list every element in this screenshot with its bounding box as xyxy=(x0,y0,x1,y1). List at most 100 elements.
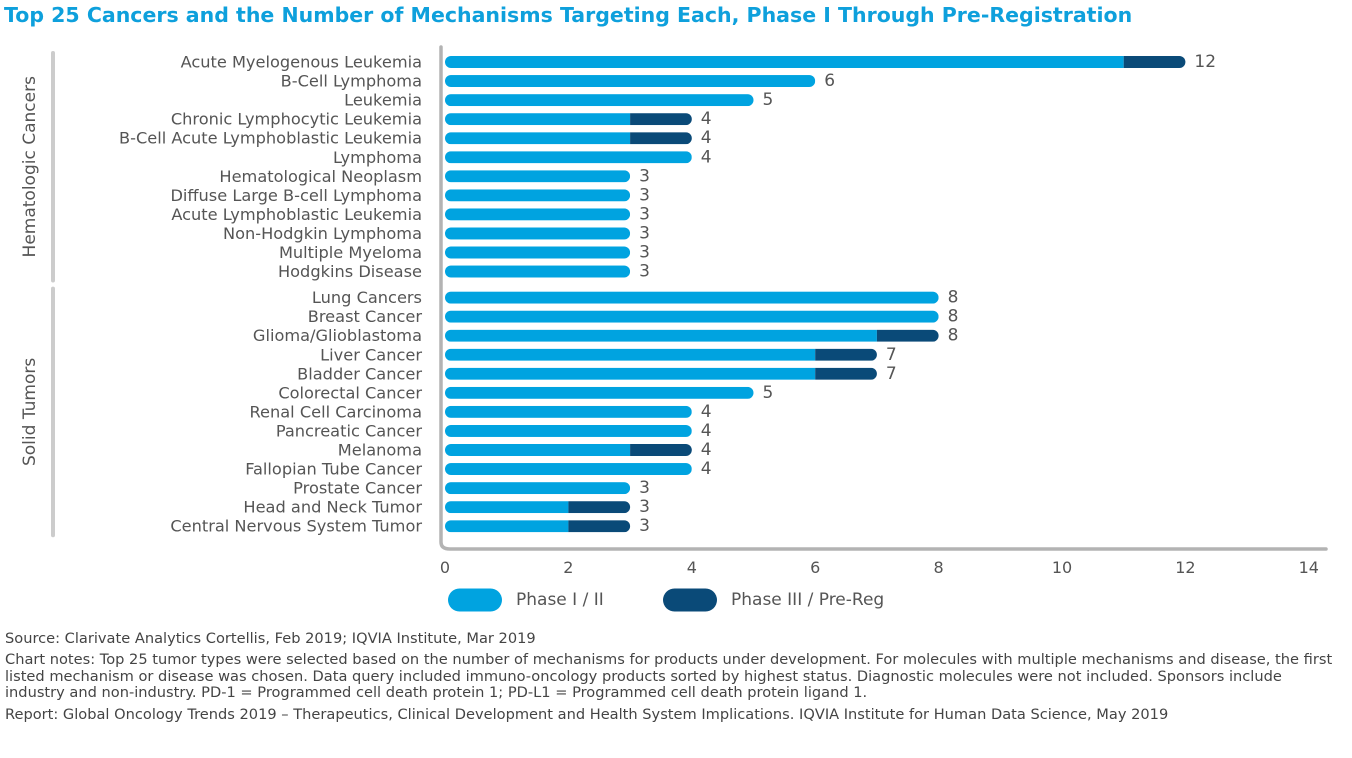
bar-phase-1-2 xyxy=(445,189,631,202)
bar-phase-1-2 xyxy=(445,482,631,495)
category-label: Acute Myelogenous Leukemia xyxy=(181,53,422,72)
value-label: 4 xyxy=(701,128,712,148)
value-label: 4 xyxy=(701,402,712,422)
chart-notes: Source: Clarivate Analytics Cortellis, F… xyxy=(5,630,1345,723)
bar-phase-1-2 xyxy=(445,208,631,221)
bar-chart: 0 2 4 6 8 10 12 14 Hematologic Cancers Solid Tumo… xyxy=(20,45,1328,612)
bar-phase-1-2 xyxy=(445,246,631,259)
legend-label: Phase III / Pre-Reg xyxy=(731,590,884,610)
x-tick-label: 6 xyxy=(810,558,820,577)
value-label: 8 xyxy=(948,326,959,346)
legend-swatch xyxy=(448,588,502,612)
category-label: Central Nervous System Tumor xyxy=(170,517,422,536)
value-label: 6 xyxy=(824,71,835,91)
value-label: 4 xyxy=(701,421,712,441)
category-label: Liver Cancer xyxy=(320,345,422,364)
legend-label: Phase I / II xyxy=(516,590,604,610)
category-label: Hematological Neoplasm xyxy=(219,167,422,186)
x-axis-line xyxy=(439,45,1328,551)
bar-phase-1-2 xyxy=(445,424,692,437)
source-note: Source: Clarivate Analytics Cortellis, F… xyxy=(5,630,536,647)
chart-title: Top 25 Cancers and the Number of Mechani… xyxy=(4,3,1133,27)
chart-notes-text: Chart notes: Top 25 tumor types were sel… xyxy=(5,651,1333,702)
bar-phase-3-prereg xyxy=(1123,56,1186,68)
category-label: Bladder Cancer xyxy=(297,364,422,383)
category-label: B-Cell Lymphoma xyxy=(281,72,422,91)
value-label: 7 xyxy=(886,345,897,365)
value-label: 3 xyxy=(639,497,650,517)
bar-phase-3-prereg xyxy=(630,132,692,145)
value-label: 7 xyxy=(886,364,897,384)
category-label: Acute Lymphoblastic Leukemia xyxy=(171,205,422,224)
value-label: 8 xyxy=(948,307,959,327)
bar-phase-3-prereg xyxy=(815,348,877,361)
bar-phase-1-2 xyxy=(445,56,1124,68)
bar-phase-3-prereg xyxy=(630,113,692,126)
category-label: Pancreatic Cancer xyxy=(276,421,423,440)
bar-phase-1-2 xyxy=(445,329,877,342)
category-label: Non-Hodgkin Lymphoma xyxy=(223,224,422,243)
bar-phase-1-2 xyxy=(445,310,939,323)
category-label: Prostate Cancer xyxy=(293,479,422,498)
category-label: Head and Neck Tumor xyxy=(243,498,422,517)
bar-phase-1-2 xyxy=(445,75,816,88)
bar-phase-1-2 xyxy=(445,291,939,304)
x-tick-label: 10 xyxy=(1052,558,1072,577)
category-label: Hodgkins Disease xyxy=(278,262,422,281)
bar-phase-1-2 xyxy=(445,170,631,183)
bar-phase-1-2 xyxy=(445,265,631,278)
bar-phase-3-prereg xyxy=(630,444,692,456)
value-label: 8 xyxy=(948,288,959,308)
bar-phase-1-2 xyxy=(445,94,754,107)
value-label: 5 xyxy=(763,90,774,110)
category-label: B-Cell Acute Lymphoblastic Leukemia xyxy=(119,129,422,148)
category-label: Lung Cancers xyxy=(312,288,422,307)
bar-phase-3-prereg xyxy=(568,501,631,514)
x-tick-label: 8 xyxy=(934,558,944,577)
category-label: Chronic Lymphocytic Leukemia xyxy=(171,110,422,129)
bar-phase-3-prereg xyxy=(568,520,631,533)
value-label: 12 xyxy=(1194,52,1216,72)
category-label: Diffuse Large B-cell Lymphoma xyxy=(170,186,422,205)
category-label: Melanoma xyxy=(338,441,422,460)
group-label: Solid Tumors xyxy=(20,358,40,466)
category-label: Leukemia xyxy=(344,91,422,110)
bar-phase-3-prereg xyxy=(815,367,877,380)
value-label: 3 xyxy=(639,204,650,224)
category-label: Lymphoma xyxy=(333,148,422,167)
bar-phase-1-2 xyxy=(445,444,631,456)
report-note: Report: Global Oncology Trends 2019 – Th… xyxy=(5,705,1169,723)
bar-phase-1-2 xyxy=(445,386,754,399)
category-label: Glioma/Glioblastoma xyxy=(253,326,422,345)
value-label: 4 xyxy=(701,109,712,129)
value-label: 3 xyxy=(639,262,650,282)
x-tick-label: 12 xyxy=(1175,558,1195,577)
group-label: Hematologic Cancers xyxy=(20,76,40,258)
bar-phase-1-2 xyxy=(445,463,692,476)
category-label: Multiple Myeloma xyxy=(279,243,422,262)
legend-swatch xyxy=(663,588,717,612)
bar-phase-1-2 xyxy=(445,113,631,126)
value-label: 3 xyxy=(639,478,650,498)
bar-phase-1-2 xyxy=(445,367,816,380)
x-tick-label: 14 xyxy=(1299,558,1319,577)
value-label: 3 xyxy=(639,223,650,243)
value-label: 3 xyxy=(639,166,650,186)
bar-phase-1-2 xyxy=(445,405,692,418)
bar-phase-3-prereg xyxy=(876,329,939,342)
bar-phase-1-2 xyxy=(445,348,816,361)
category-label: Fallopian Tube Cancer xyxy=(245,460,422,479)
bar-phase-1-2 xyxy=(445,151,692,164)
value-label: 4 xyxy=(701,147,712,167)
category-label: Colorectal Cancer xyxy=(278,383,422,402)
bar-phase-1-2 xyxy=(445,227,631,240)
value-label: 5 xyxy=(763,383,774,403)
x-tick-label: 0 xyxy=(440,558,450,577)
value-label: 3 xyxy=(639,185,650,205)
x-tick-label: 4 xyxy=(687,558,697,577)
value-label: 3 xyxy=(639,516,650,536)
category-label: Breast Cancer xyxy=(308,307,423,326)
value-label: 4 xyxy=(701,440,712,460)
x-tick-label: 2 xyxy=(563,558,573,577)
value-label: 3 xyxy=(639,243,650,263)
